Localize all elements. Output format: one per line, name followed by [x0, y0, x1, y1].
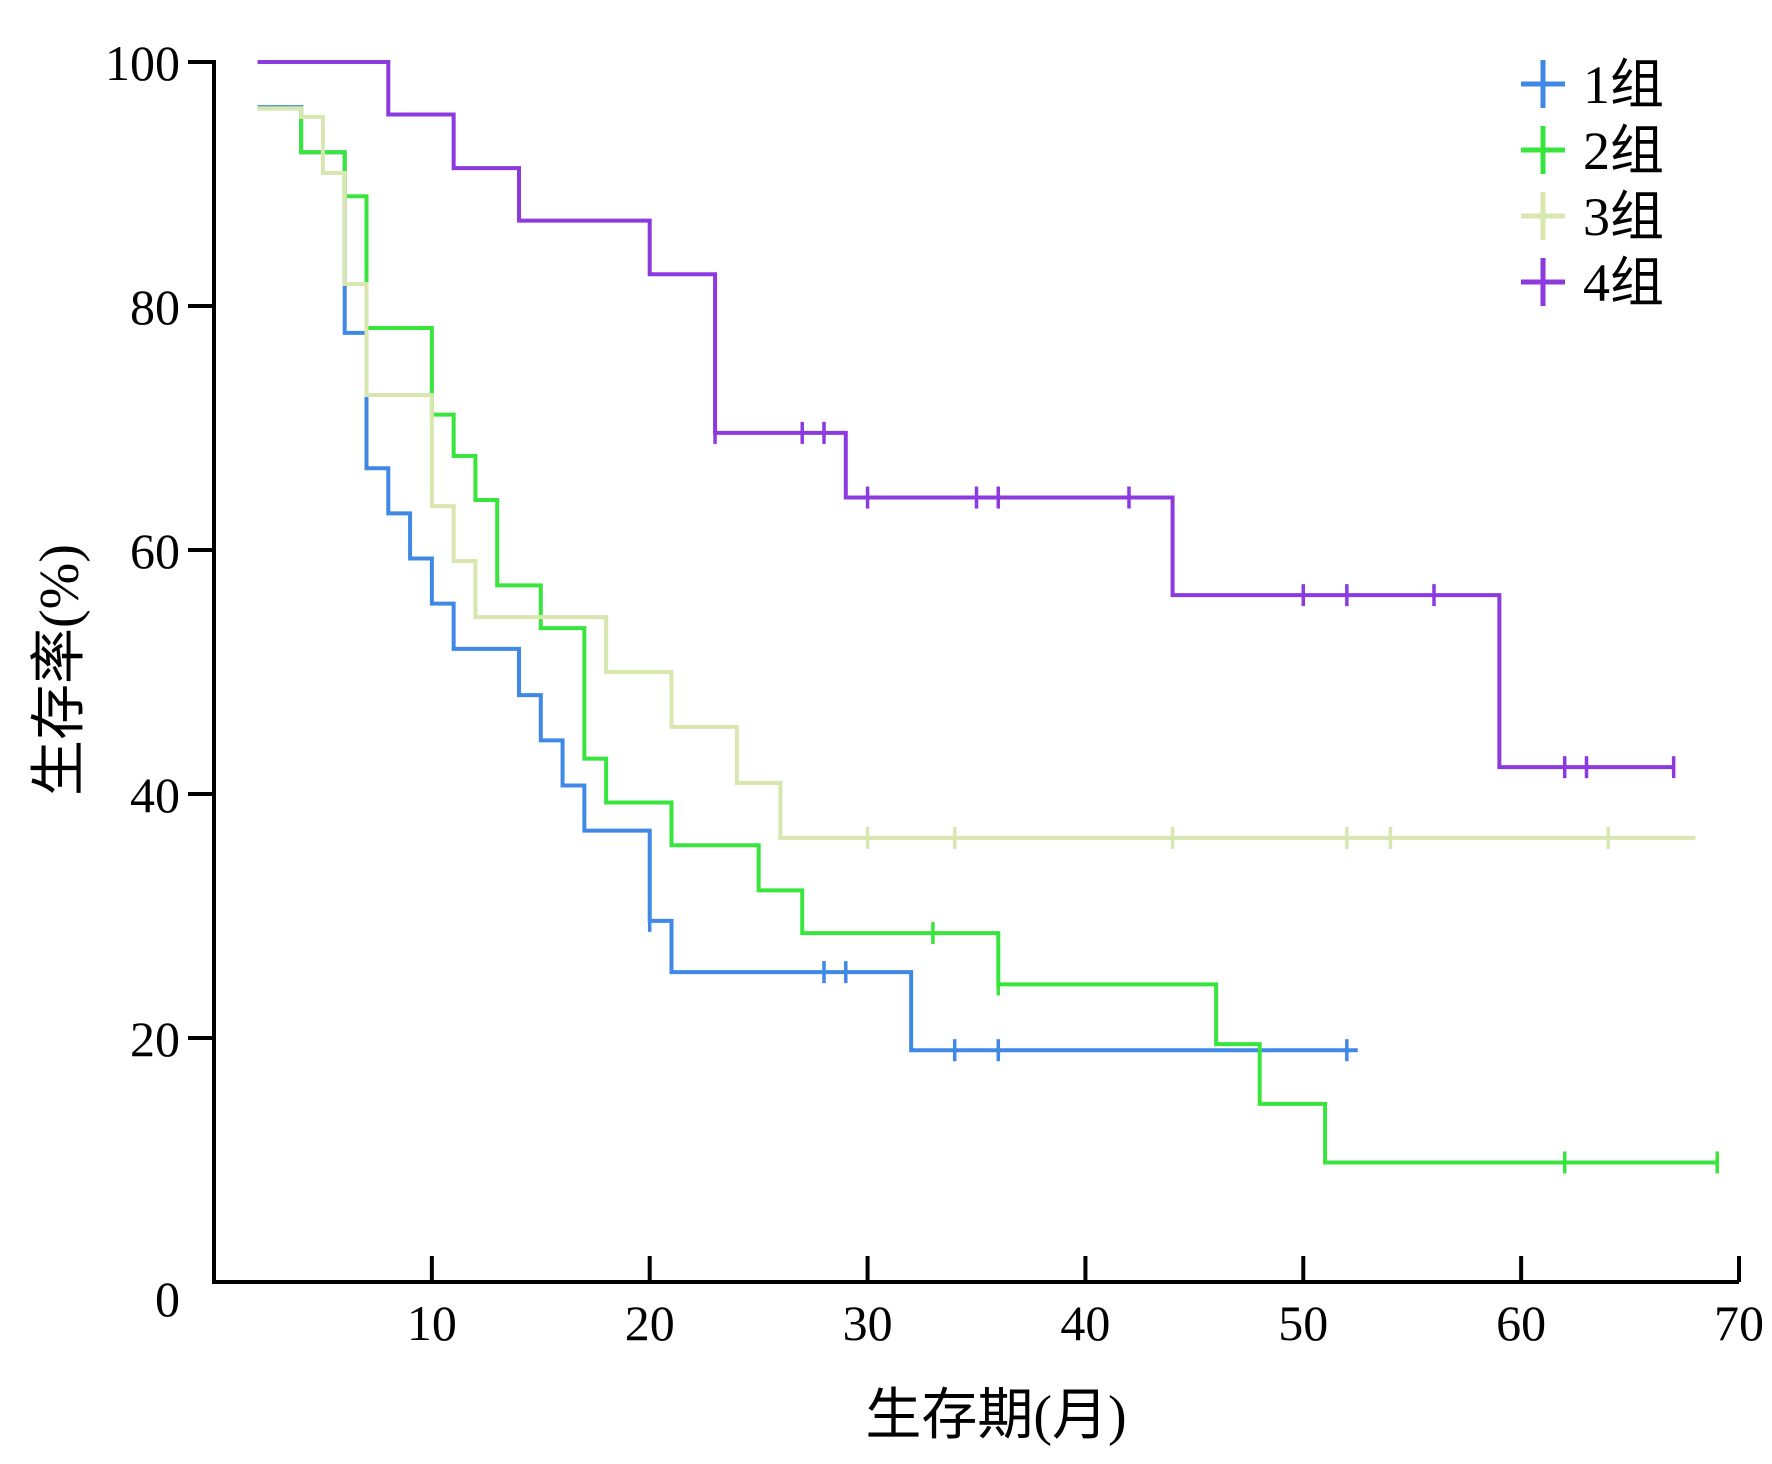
legend-item: 4组 — [1521, 253, 1664, 313]
series-3 — [257, 106, 1696, 849]
legend-item: 2组 — [1521, 121, 1664, 181]
legend-label: 1组 — [1583, 55, 1664, 115]
x-ticks: 10 20 30 40 50 60 70 — [407, 1256, 1764, 1351]
y-tick-label: 60 — [130, 523, 180, 579]
y-tick-label: 100 — [105, 35, 180, 91]
y-ticks: 0 20 40 60 80 100 — [105, 35, 214, 1327]
y-tick-label: 80 — [130, 279, 180, 335]
legend-item: 3组 — [1521, 187, 1664, 247]
series-line — [257, 105, 1358, 1053]
legend-label: 4组 — [1583, 253, 1664, 313]
x-tick-label: 70 — [1714, 1295, 1764, 1351]
y-tick-label: 20 — [130, 1011, 180, 1067]
y-axis-label: 生存率(%) — [29, 544, 91, 796]
series-4 — [257, 60, 1676, 779]
y-tick-label: 0 — [155, 1271, 180, 1327]
series-line — [257, 60, 1674, 770]
series-layer — [257, 60, 1719, 1174]
legend-label: 3组 — [1583, 187, 1664, 247]
x-tick-label: 50 — [1278, 1295, 1328, 1351]
x-tick-label: 30 — [843, 1295, 893, 1351]
y-tick-label: 40 — [130, 767, 180, 823]
legend-item: 1组 — [1521, 55, 1664, 115]
x-tick-label: 40 — [1060, 1295, 1110, 1351]
series-line — [257, 106, 1696, 840]
legend-label: 2组 — [1583, 121, 1664, 181]
x-tick-label: 60 — [1496, 1295, 1546, 1351]
x-tick-label: 20 — [625, 1295, 675, 1351]
axes — [212, 60, 1739, 1284]
x-axis-label: 生存期(月) — [865, 1385, 1126, 1447]
series-1 — [257, 105, 1358, 1062]
x-tick-label: 10 — [407, 1295, 457, 1351]
